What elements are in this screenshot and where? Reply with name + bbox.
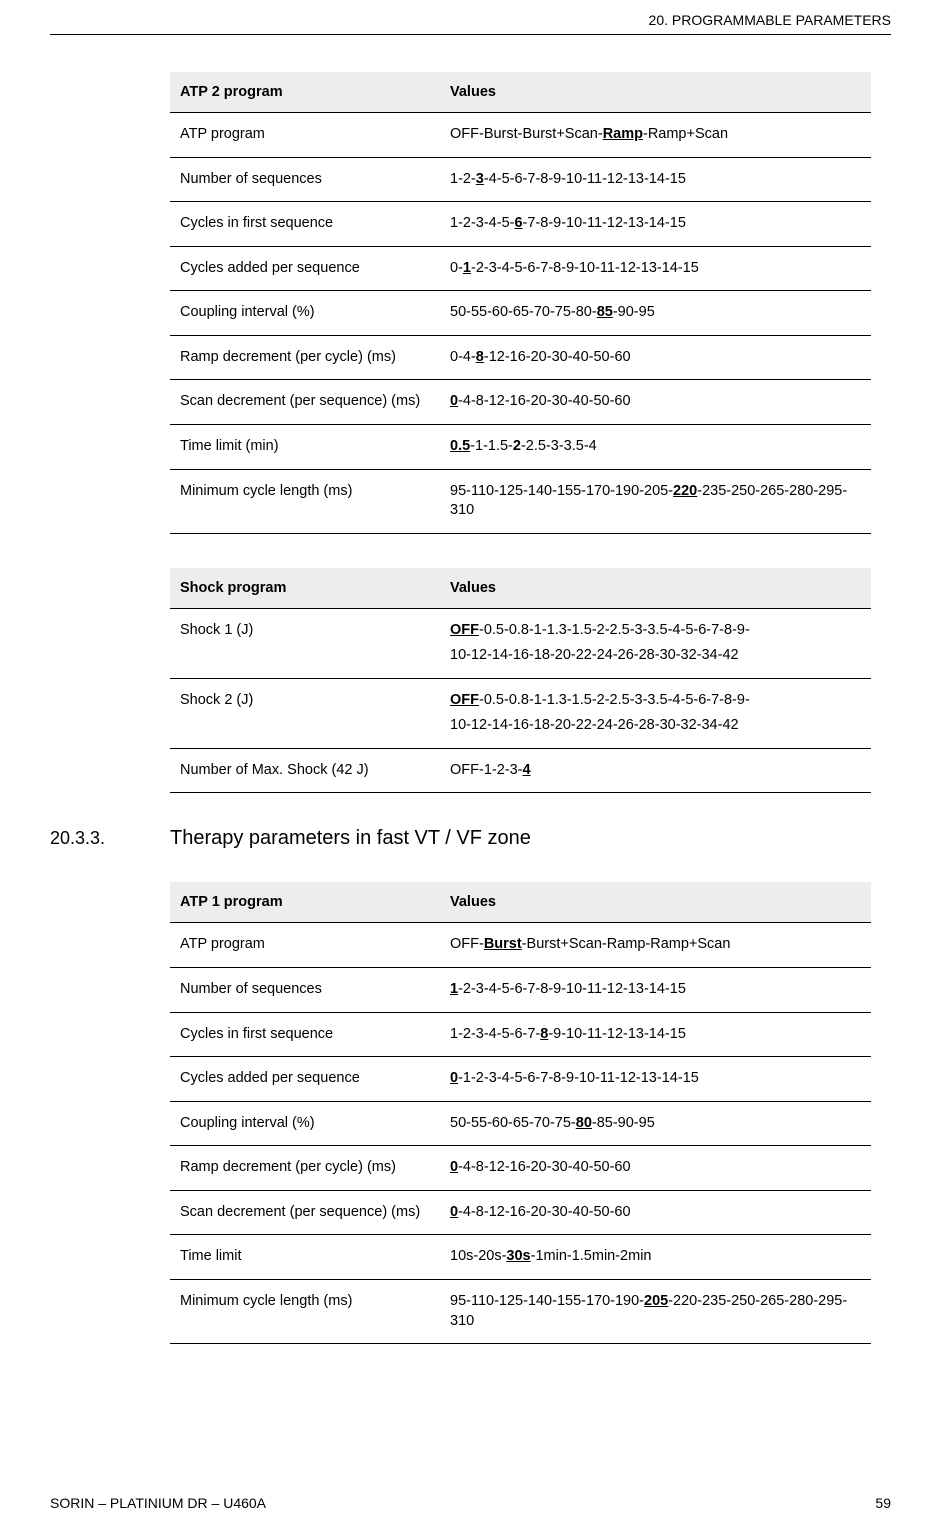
section-heading: 20.3.3. Therapy parameters in fast VT / … (50, 827, 871, 850)
footer-left: SORIN – PLATINIUM DR – U460A (50, 1495, 266, 1511)
param-value: OFF-1-2-3-4 (440, 748, 871, 793)
table-row: Cycles in first sequence 1-2-3-4-5-6-7-8… (170, 202, 871, 247)
param-value: 50-55-60-65-70-75-80-85-90-95 (440, 291, 871, 336)
param-name: Minimum cycle length (ms) (170, 1279, 440, 1343)
param-value: 1-2-3-4-5-6-7-8-9-10-11-12-13-14-15 (440, 1012, 871, 1057)
param-name: Minimum cycle length (ms) (170, 469, 440, 533)
param-value: 0-4-8-12-16-20-30-40-50-60 (440, 335, 871, 380)
top-divider (50, 34, 891, 35)
param-value: 50-55-60-65-70-75-80-85-90-95 (440, 1101, 871, 1146)
param-value: 0-4-8-12-16-20-30-40-50-60 (440, 1190, 871, 1235)
param-value: OFF-Burst-Burst+Scan-Ramp-Ramp+Scan (440, 923, 871, 968)
table-row: ATP program OFF-Burst-Burst+Scan-Ramp-Ra… (170, 923, 871, 968)
atp1-col2-header: Values (440, 882, 871, 923)
footer-page-number: 59 (875, 1495, 891, 1511)
param-value: 95-110-125-140-155-170-190-205-220-235-2… (440, 469, 871, 533)
param-name: Scan decrement (per sequence) (ms) (170, 380, 440, 425)
table-row: Coupling interval (%) 50-55-60-65-70-75-… (170, 291, 871, 336)
atp1-table: ATP 1 program Values ATP program OFF-Bur… (170, 882, 871, 1344)
param-name: ATP program (170, 113, 440, 158)
shock-table: Shock program Values Shock 1 (J) OFF-0.5… (170, 568, 871, 794)
shock-col2-header: Values (440, 568, 871, 609)
param-value: 0-4-8-12-16-20-30-40-50-60 (440, 380, 871, 425)
table-row: Ramp decrement (per cycle) (ms) 0-4-8-12… (170, 335, 871, 380)
section-number: 20.3.3. (50, 828, 170, 849)
param-value: 1-2-3-4-5-6-7-8-9-10-11-12-13-14-15 (440, 968, 871, 1013)
param-value: OFF-0.5-0.8-1-1.3-1.5-2-2.5-3-3.5-4-5-6-… (440, 608, 871, 678)
table-row: Scan decrement (per sequence) (ms) 0-4-8… (170, 1190, 871, 1235)
param-value: 0-4-8-12-16-20-30-40-50-60 (440, 1146, 871, 1191)
table-row: Minimum cycle length (ms) 95-110-125-140… (170, 469, 871, 533)
table-row: Shock 2 (J) OFF-0.5-0.8-1-1.3-1.5-2-2.5-… (170, 678, 871, 748)
param-name: ATP program (170, 923, 440, 968)
section-title: Therapy parameters in fast VT / VF zone (170, 827, 531, 850)
atp1-col1-header: ATP 1 program (170, 882, 440, 923)
param-value: 0.5-1-1.5-2-2.5-3-3.5-4 (440, 424, 871, 469)
param-value: 1-2-3-4-5-6-7-8-9-10-11-12-13-14-15 (440, 157, 871, 202)
param-value: 0-1-2-3-4-5-6-7-8-9-10-11-12-13-14-15 (440, 246, 871, 291)
param-name: Number of Max. Shock (42 J) (170, 748, 440, 793)
param-name: Time limit (170, 1235, 440, 1280)
param-name: Shock 2 (J) (170, 678, 440, 748)
param-name: Number of sequences (170, 157, 440, 202)
param-name: Coupling interval (%) (170, 1101, 440, 1146)
chapter-header: 20. PROGRAMMABLE PARAMETERS (649, 12, 891, 28)
table-row: Cycles added per sequence 0-1-2-3-4-5-6-… (170, 1057, 871, 1102)
param-name: Number of sequences (170, 968, 440, 1013)
table-row: Time limit 10s-20s-30s-1min-1.5min-2min (170, 1235, 871, 1280)
table-row: Minimum cycle length (ms) 95-110-125-140… (170, 1279, 871, 1343)
table-row: Cycles added per sequence 0-1-2-3-4-5-6-… (170, 246, 871, 291)
param-name: Time limit (min) (170, 424, 440, 469)
param-value: OFF-0.5-0.8-1-1.3-1.5-2-2.5-3-3.5-4-5-6-… (440, 678, 871, 748)
param-name: Coupling interval (%) (170, 291, 440, 336)
param-value: 1-2-3-4-5-6-7-8-9-10-11-12-13-14-15 (440, 202, 871, 247)
table-row: Cycles in first sequence 1-2-3-4-5-6-7-8… (170, 1012, 871, 1057)
param-name: Cycles added per sequence (170, 246, 440, 291)
table-row: Number of sequences 1-2-3-4-5-6-7-8-9-10… (170, 157, 871, 202)
table-row: Number of sequences 1-2-3-4-5-6-7-8-9-10… (170, 968, 871, 1013)
table-row: Time limit (min) 0.5-1-1.5-2-2.5-3-3.5-4 (170, 424, 871, 469)
table-row: Shock 1 (J) OFF-0.5-0.8-1-1.3-1.5-2-2.5-… (170, 608, 871, 678)
param-name: Cycles in first sequence (170, 1012, 440, 1057)
atp2-table: ATP 2 program Values ATP program OFF-Bur… (170, 72, 871, 534)
table-row: Ramp decrement (per cycle) (ms) 0-4-8-12… (170, 1146, 871, 1191)
param-name: Shock 1 (J) (170, 608, 440, 678)
shock-col1-header: Shock program (170, 568, 440, 609)
atp2-col1-header: ATP 2 program (170, 72, 440, 113)
param-value: 0-1-2-3-4-5-6-7-8-9-10-11-12-13-14-15 (440, 1057, 871, 1102)
atp2-col2-header: Values (440, 72, 871, 113)
page-footer: SORIN – PLATINIUM DR – U460A 59 (50, 1495, 891, 1511)
table-row: Coupling interval (%) 50-55-60-65-70-75-… (170, 1101, 871, 1146)
param-value: 10s-20s-30s-1min-1.5min-2min (440, 1235, 871, 1280)
param-name: Ramp decrement (per cycle) (ms) (170, 335, 440, 380)
param-name: Cycles added per sequence (170, 1057, 440, 1102)
param-name: Scan decrement (per sequence) (ms) (170, 1190, 440, 1235)
param-value: OFF-Burst-Burst+Scan-Ramp-Ramp+Scan (440, 113, 871, 158)
table-row: ATP program OFF-Burst-Burst+Scan-Ramp-Ra… (170, 113, 871, 158)
param-value: 95-110-125-140-155-170-190-205-220-235-2… (440, 1279, 871, 1343)
table-row: Scan decrement (per sequence) (ms) 0-4-8… (170, 380, 871, 425)
table-row: Number of Max. Shock (42 J) OFF-1-2-3-4 (170, 748, 871, 793)
param-name: Ramp decrement (per cycle) (ms) (170, 1146, 440, 1191)
param-name: Cycles in first sequence (170, 202, 440, 247)
